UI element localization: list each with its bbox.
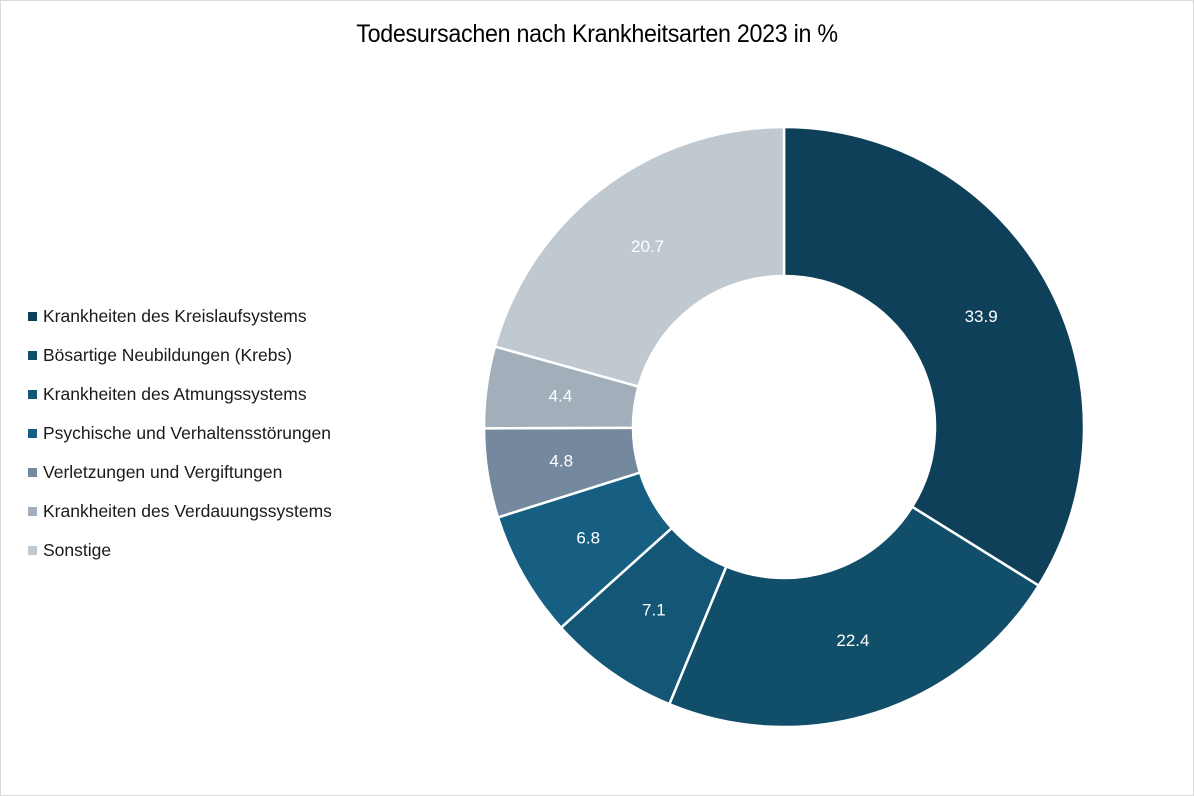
slice-data-label: 7.1 [642, 601, 666, 620]
legend-swatch-icon [28, 468, 37, 477]
legend-item: Krankheiten des Kreislaufsystems [28, 297, 332, 336]
donut-slice [667, 505, 1041, 729]
legend-swatch-icon [28, 351, 37, 360]
legend-label: Krankheiten des Atmungssystems [43, 384, 307, 404]
chart-legend: Krankheiten des Kreislaufsystems Bösarti… [28, 297, 332, 570]
legend-item: Verletzungen und Vergiftungen [28, 453, 332, 492]
legend-swatch-icon [28, 312, 37, 321]
legend-swatch-icon [28, 546, 37, 555]
legend-item: Krankheiten des Atmungssystems [28, 375, 332, 414]
legend-item: Sonstige [28, 531, 332, 570]
legend-item: Bösartige Neubildungen (Krebs) [28, 336, 332, 375]
slice-data-label: 33.9 [965, 307, 998, 326]
legend-label: Psychische und Verhaltensstörungen [43, 423, 331, 443]
legend-item: Krankheiten des Verdauungssystems [28, 492, 332, 531]
donut-data-labels: 33.9 22.4 7.1 6.8 4.8 4.4 20.7 [549, 237, 998, 650]
legend-item: Psychische und Verhaltensstörungen [28, 414, 332, 453]
chart-title: Todesursachen nach Krankheitsarten 2023 … [356, 20, 838, 48]
slice-data-label: 4.4 [549, 386, 573, 405]
legend-label: Verletzungen und Vergiftungen [43, 462, 283, 482]
legend-swatch-icon [28, 429, 37, 438]
donut-slices [482, 125, 1086, 729]
slice-data-label: 4.8 [549, 451, 573, 470]
donut-slice [493, 125, 786, 389]
legend-label: Krankheiten des Kreislaufsystems [43, 306, 307, 326]
legend-label: Bösartige Neubildungen (Krebs) [43, 345, 293, 365]
legend-swatch-icon [28, 390, 37, 399]
slice-data-label: 22.4 [836, 631, 869, 650]
donut-slice [782, 125, 1086, 588]
slice-data-label: 6.8 [576, 528, 600, 547]
slice-data-label: 20.7 [631, 237, 664, 256]
legend-label: Sonstige [43, 540, 112, 560]
legend-swatch-icon [28, 507, 37, 516]
legend-label: Krankheiten des Verdauungssystems [43, 501, 332, 521]
